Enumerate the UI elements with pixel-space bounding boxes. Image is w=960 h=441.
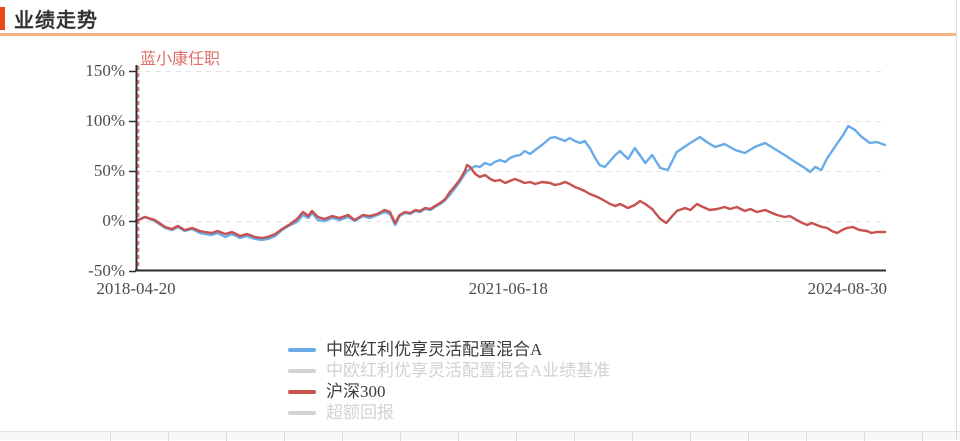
- legend-item[interactable]: 沪深300: [288, 381, 610, 402]
- legend-line-swatch: [288, 347, 316, 352]
- table-column-divider: [690, 432, 691, 441]
- panel-right-border: [956, 0, 957, 440]
- table-column-divider: [168, 432, 169, 441]
- legend-item[interactable]: 中欧红利优享灵活配置混合A业绩基准: [288, 360, 610, 381]
- y-axis-label: 0%: [102, 211, 125, 230]
- table-column-divider: [748, 432, 749, 441]
- y-axis-label: 50%: [93, 161, 125, 180]
- x-axis-label: 2024-08-30: [807, 279, 887, 298]
- table-column-divider: [864, 432, 865, 441]
- table-column-divider: [342, 432, 343, 441]
- table-column-divider: [400, 432, 401, 441]
- table-column-divider: [922, 432, 923, 441]
- table-column-divider: [806, 432, 807, 441]
- section-title: 业绩走势: [14, 10, 98, 32]
- legend-line-swatch: [288, 389, 316, 394]
- legend-label: 中欧红利优享灵活配置混合A: [326, 340, 543, 359]
- table-column-divider: [574, 432, 575, 441]
- table-column-divider: [516, 432, 517, 441]
- table-column-divider: [226, 432, 227, 441]
- fund-a-line: [134, 124, 887, 242]
- table-column-divider: [632, 432, 633, 441]
- legend-item[interactable]: 超额回报: [288, 402, 610, 423]
- title-underline: [0, 33, 957, 36]
- x-axis-label: 2021-06-18: [468, 279, 548, 298]
- hs300-line: [134, 163, 887, 240]
- legend-label: 沪深300: [326, 382, 386, 401]
- table-column-divider: [284, 432, 285, 441]
- y-axis-label: -50%: [88, 261, 125, 280]
- title-accent-bar: [0, 7, 5, 30]
- legend-line-swatch: [288, 410, 316, 415]
- x-axis-label: 2018-04-20: [96, 279, 176, 298]
- legend-item[interactable]: 中欧红利优享灵活配置混合A: [288, 339, 610, 360]
- legend-label: 中欧红利优享灵活配置混合A业绩基准: [326, 361, 611, 380]
- legend-label: 超额回报: [326, 403, 394, 422]
- manager-annotation: 蓝小康任职: [140, 51, 221, 68]
- table-top-strip: [0, 431, 960, 441]
- y-axis-label: 100%: [85, 111, 125, 130]
- y-axis-label: 150%: [85, 61, 125, 80]
- legend: 中欧红利优享灵活配置混合A 中欧红利优享灵活配置混合A业绩基准 沪深300 超额回报: [288, 339, 610, 423]
- table-column-divider: [110, 432, 111, 441]
- table-column-divider: [458, 432, 459, 441]
- legend-line-swatch: [288, 368, 316, 373]
